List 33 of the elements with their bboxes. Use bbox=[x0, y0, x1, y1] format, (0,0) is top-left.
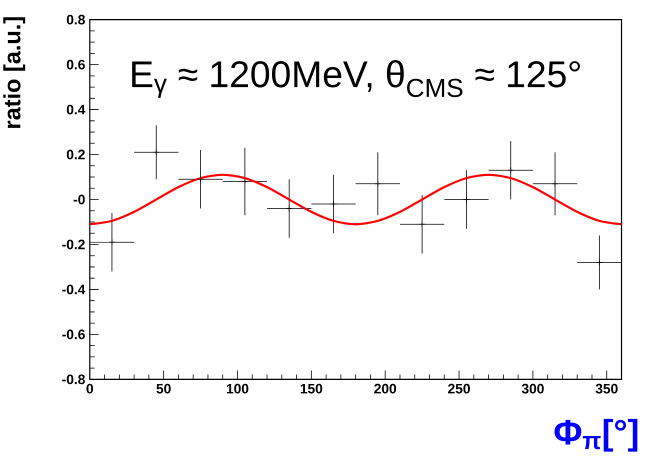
point bbox=[286, 205, 293, 212]
point bbox=[463, 196, 470, 203]
point bbox=[418, 220, 426, 228]
x-tick-label: 150 bbox=[300, 384, 322, 394]
y-axis-title: ratio [a.u.] bbox=[3, 17, 26, 128]
line-series bbox=[90, 174, 622, 226]
y-tick-label: 0.6 bbox=[66, 60, 85, 70]
annotation: E$_{γ}$ ≈ 1200MeV, θ$_{CMS}$ ≈ 125° bbox=[132, 60, 580, 98]
x-tick-label: 300 bbox=[522, 384, 544, 394]
point bbox=[552, 180, 558, 188]
x-tick-label: 50 bbox=[156, 384, 171, 394]
point bbox=[330, 200, 337, 208]
point bbox=[596, 259, 603, 266]
y-tick-label: 0.2 bbox=[66, 150, 85, 160]
x-tick-label: 350 bbox=[596, 384, 618, 394]
point bbox=[374, 180, 382, 188]
y-tick-label: -0.8 bbox=[62, 374, 85, 384]
y-tick-label: 0.4 bbox=[66, 104, 86, 115]
point bbox=[507, 167, 514, 174]
point bbox=[197, 176, 204, 183]
point bbox=[152, 149, 160, 156]
y-tick-label: -0.6 bbox=[62, 330, 85, 340]
y-tick-label: 0.8 bbox=[66, 14, 85, 25]
x-tick-label: 250 bbox=[448, 384, 470, 394]
point bbox=[108, 238, 116, 246]
y-tick-label: -0.4 bbox=[62, 284, 86, 294]
x-tick-label: 100 bbox=[226, 384, 248, 394]
point bbox=[242, 178, 248, 185]
y-tick-label: -0 bbox=[74, 194, 85, 204]
x-axis-title: Φ$_{π}$[°] bbox=[554, 418, 638, 452]
x-tick-label: 200 bbox=[374, 384, 396, 394]
y-tick-label: -0.2 bbox=[62, 240, 85, 250]
x-tick-label: 0 bbox=[86, 384, 94, 394]
